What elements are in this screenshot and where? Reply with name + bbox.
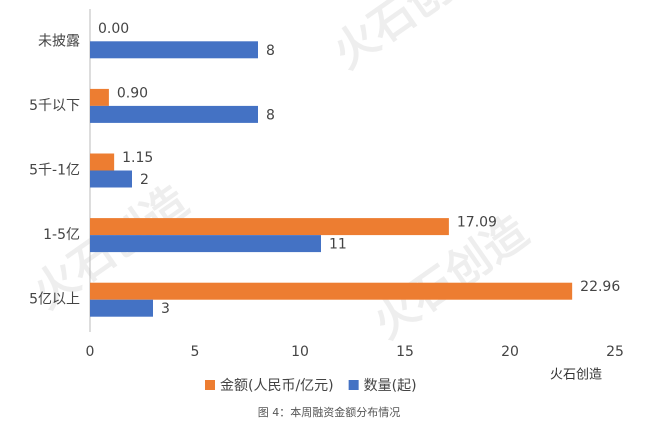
bar [90,170,132,188]
caption: 图 4：本周融资金额分布情况 [258,405,401,419]
x-tick-label: 20 [501,344,519,360]
legend-label: 金额(人民币/亿元) [220,378,334,394]
value-label: 0.00 [98,21,129,37]
y-tick-label: 5亿以上 [29,292,80,308]
value-label: 1.15 [122,150,153,166]
value-label: 3 [161,301,170,317]
y-tick-label: 5千-1亿 [29,163,80,179]
x-tick-label: 25 [606,344,624,360]
x-tick-label: 5 [191,344,200,360]
value-label: 8 [266,43,275,59]
x-tick-label: 0 [86,344,95,360]
value-label: 22.96 [580,279,620,295]
bar [90,282,573,300]
bar [90,41,258,59]
y-tick-label: 5千以下 [29,98,80,114]
bar [90,218,449,236]
bar [90,88,109,106]
x-tick-label: 15 [396,344,414,360]
value-label: 2 [140,172,149,188]
bar [90,235,321,253]
logo-text: 火石创造 [550,368,602,383]
bar [90,105,258,123]
value-label: 8 [266,107,275,123]
watermark: 火石创造 [324,0,497,79]
x-tick-label: 10 [291,344,309,360]
legend-label: 数量(起) [364,378,417,394]
bar [90,153,115,171]
value-label: 11 [329,237,347,253]
value-label: 17.09 [457,215,497,231]
y-tick-label: 未披露 [38,33,80,49]
legend-swatch [205,380,215,390]
y-tick-label: 1-5亿 [43,227,80,243]
bar [90,299,153,317]
legend-swatch [348,380,359,390]
value-label: 0.90 [117,85,148,101]
